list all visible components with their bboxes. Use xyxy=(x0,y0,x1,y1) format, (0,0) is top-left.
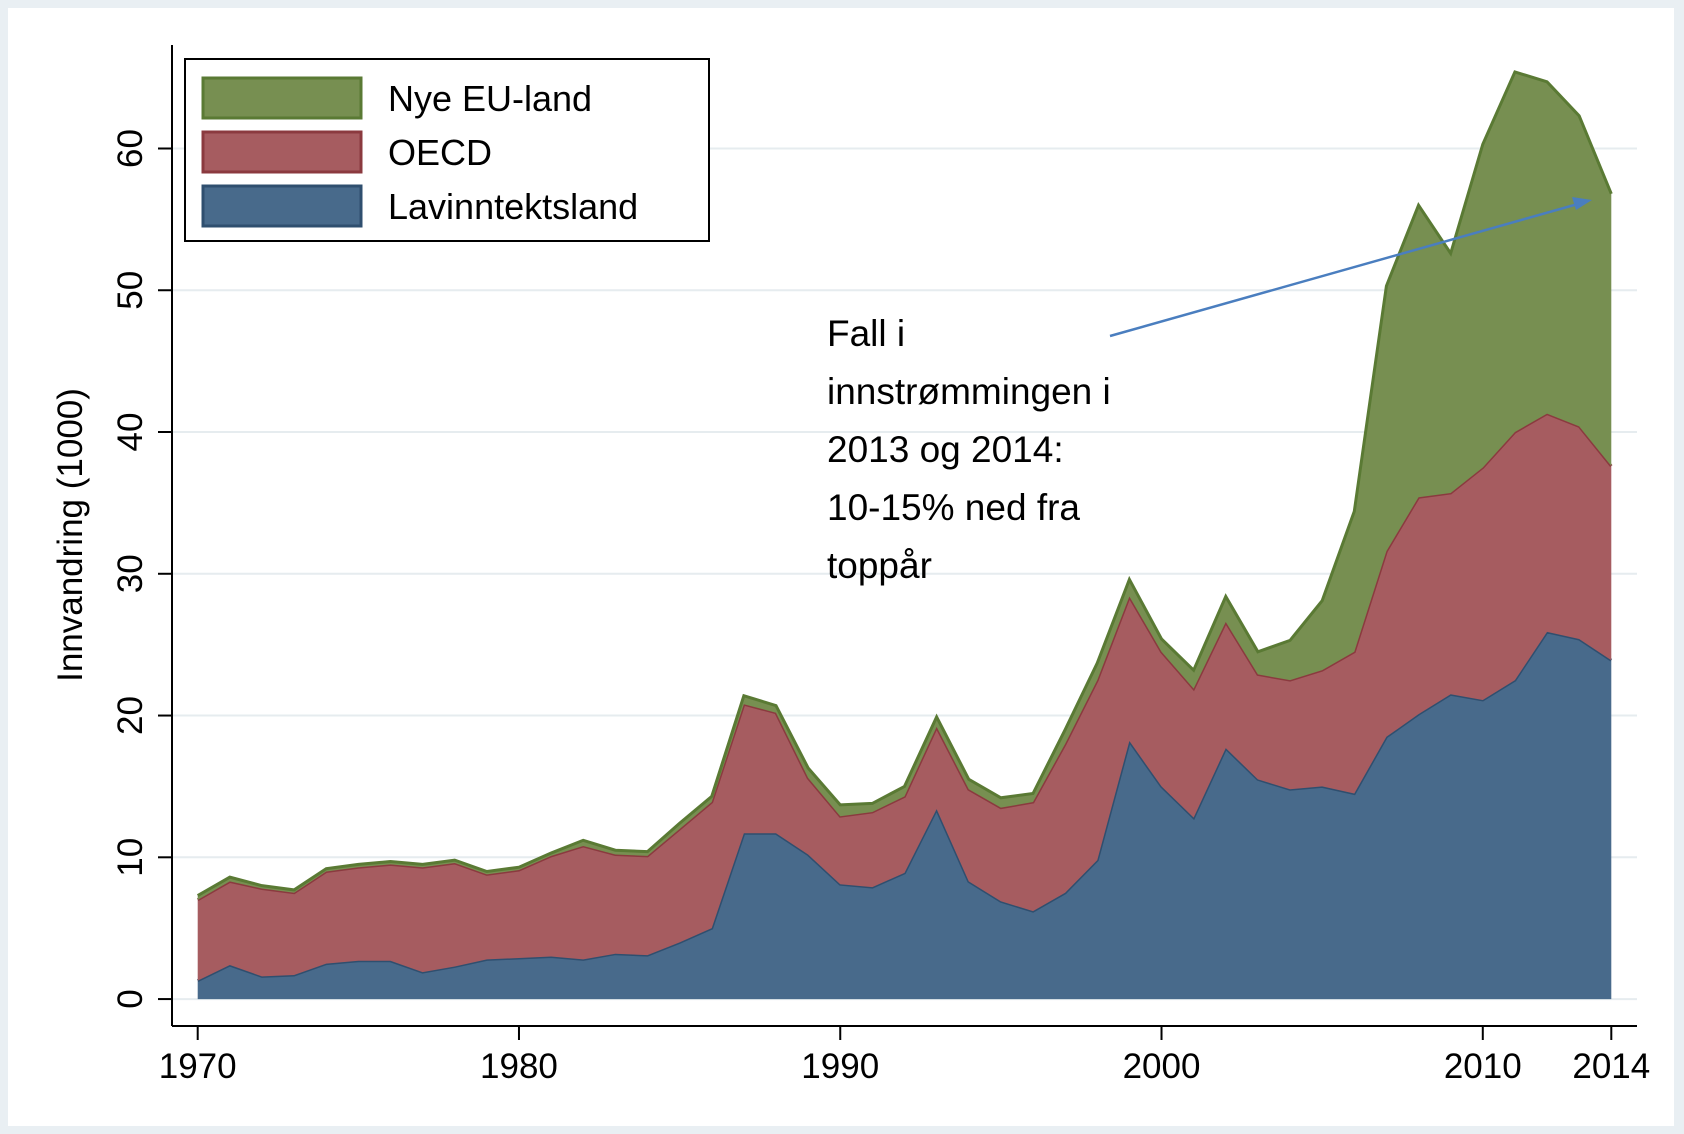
y-tick-label: 30 xyxy=(111,554,150,593)
arrow-head xyxy=(1572,197,1592,210)
x-tick-label: 2000 xyxy=(1123,1047,1201,1086)
plot-area: 0 10 20 30 40 50 60 1970 1980 1990 2000 2010 2014 Nye… xyxy=(111,45,1650,1086)
annotation: innstrømmingen i xyxy=(827,371,1111,412)
legend-label: Lavinntektsland xyxy=(388,186,638,227)
legend-label: OECD xyxy=(388,132,492,173)
x-tick-label: 1990 xyxy=(801,1047,879,1086)
annotation: 2013 og 2014: xyxy=(827,429,1064,470)
y-tick-label: 10 xyxy=(111,838,150,877)
y-axis-title: Innvandring (1000) xyxy=(51,388,90,682)
annotation: 10-15% ned fra xyxy=(827,487,1080,528)
legend-swatch xyxy=(201,130,363,174)
annotation: toppår xyxy=(827,545,932,586)
legend-label: Nye EU-land xyxy=(388,78,592,119)
y-tick-label: 20 xyxy=(111,696,150,735)
annotation: Fall i xyxy=(827,313,905,354)
x-tick-label: 1970 xyxy=(159,1047,237,1086)
y-tick-label: 60 xyxy=(111,129,150,168)
area xyxy=(197,413,1612,981)
legend-swatch xyxy=(201,76,363,120)
y-tick-label: 0 xyxy=(111,989,150,1008)
area-edge xyxy=(196,70,1613,897)
x-tick-label: 2014 xyxy=(1572,1047,1650,1086)
x-tick-label: 2010 xyxy=(1444,1047,1522,1086)
annotation-arrow xyxy=(1109,200,1586,338)
area xyxy=(197,631,1612,1000)
y-tick-label: 50 xyxy=(111,271,150,310)
legend-swatch xyxy=(201,184,363,228)
legend: Nye EU-land OECD Lavinntektsland xyxy=(184,58,710,242)
y-tick-label: 40 xyxy=(111,413,150,452)
x-tick-label: 1980 xyxy=(480,1047,558,1086)
